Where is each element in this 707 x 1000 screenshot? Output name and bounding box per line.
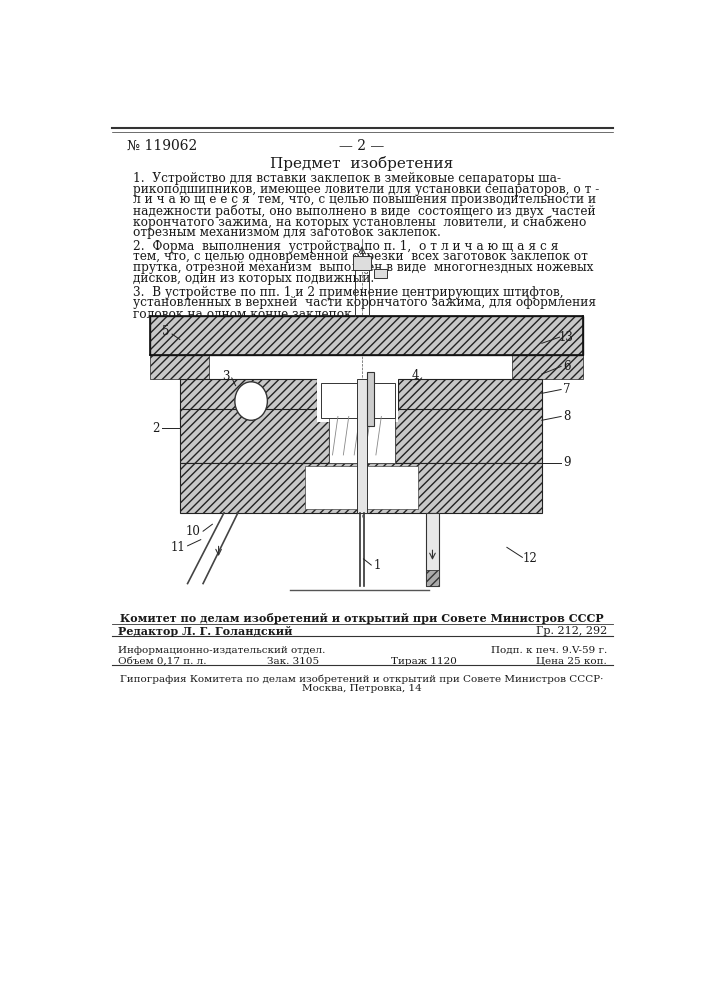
Text: 10: 10 <box>185 525 201 538</box>
Text: 1.  Устройство для вставки заклепок в змейковые сепараторы ша-: 1. Устройство для вставки заклепок в зме… <box>134 172 561 185</box>
Text: 9: 9 <box>563 456 571 469</box>
Text: 1: 1 <box>374 559 381 572</box>
Text: 12: 12 <box>522 552 537 565</box>
Bar <box>180 379 317 422</box>
Text: Москва, Петровка, 14: Москва, Петровка, 14 <box>302 684 422 693</box>
Text: л и ч а ю щ е е с я  тем, что, с целью повышения производительности и: л и ч а ю щ е е с я тем, что, с целью по… <box>134 193 597 206</box>
Text: надежности работы, оно выполнено в виде  состоящего из двух  частей: надежности работы, оно выполнено в виде … <box>134 204 596 218</box>
Text: 3.  В устройстве по пп. 1 и 2 применение центрирующих штифтов,: 3. В устройстве по пп. 1 и 2 применение … <box>134 286 564 299</box>
Text: 2.  Форма  выполнения  устройства по п. 1,  о т л и ч а ю щ а я с я: 2. Форма выполнения устройства по п. 1, … <box>134 240 559 253</box>
Bar <box>395 409 542 463</box>
Bar <box>180 409 329 463</box>
Text: Предмет  изобретения: Предмет изобретения <box>270 156 454 171</box>
Bar <box>426 570 440 586</box>
Text: 6: 6 <box>563 360 571 373</box>
Text: 5: 5 <box>162 325 170 338</box>
Text: Подп. к печ. 9.V-59 г.: Подп. к печ. 9.V-59 г. <box>491 646 607 655</box>
Text: 11: 11 <box>170 541 185 554</box>
Bar <box>426 513 440 586</box>
Ellipse shape <box>235 382 267 420</box>
Text: Цена 25 коп.: Цена 25 коп. <box>536 657 607 666</box>
Text: прутка, отрезной механизм  выполнен в виде  многогнездных ножевых: прутка, отрезной механизм выполнен в вид… <box>134 261 594 274</box>
Bar <box>367 372 374 426</box>
Text: Редактор Л. Г. Голандский: Редактор Л. Г. Голандский <box>118 626 292 637</box>
Text: 13: 13 <box>559 331 574 344</box>
Text: Объем 0,17 п. л.: Объем 0,17 п. л. <box>118 657 206 666</box>
Text: установленных в верхней  части корончатого зажима, для оформления: установленных в верхней части корончатог… <box>134 296 597 309</box>
Text: Зак. 3105: Зак. 3105 <box>267 657 319 666</box>
Text: — 2 —: — 2 — <box>339 139 385 153</box>
Text: рикоподшипников, имеющее ловители для установки сепараторов, о т -: рикоподшипников, имеющее ловители для ус… <box>134 183 600 196</box>
Bar <box>513 355 583 379</box>
Text: тем, что, с целью одновременной отрезки  всех заготовок заклепок от: тем, что, с целью одновременной отрезки … <box>134 250 588 263</box>
Bar <box>180 463 542 513</box>
Bar <box>305 466 418 509</box>
Text: Комитет по делам изобретений и открытий при Совете Министров СССР: Комитет по делам изобретений и открытий … <box>120 613 604 624</box>
Text: Информационно-издательский отдел.: Информационно-издательский отдел. <box>118 646 325 655</box>
Text: дисков, один из которых подвижный.: дисков, один из которых подвижный. <box>134 272 375 285</box>
Bar <box>329 409 395 463</box>
Text: 4: 4 <box>411 369 419 382</box>
Text: Тираж 1120: Тираж 1120 <box>391 657 457 666</box>
Text: головок на одном конце заклепок.: головок на одном конце заклепок. <box>134 307 356 320</box>
Text: Гипография Комитета по делам изобретений и открытий при Совете Министров СССР·: Гипография Комитета по делам изобретений… <box>120 674 604 684</box>
Bar <box>317 379 398 422</box>
Text: 3: 3 <box>223 370 230 383</box>
Bar <box>353 256 371 270</box>
Bar <box>374 269 387 278</box>
Text: 2: 2 <box>152 422 160 434</box>
Bar <box>357 379 367 513</box>
Text: № 119062: № 119062 <box>127 139 197 153</box>
Text: отрезным механизмом для заготовок заклепок.: отрезным механизмом для заготовок заклеп… <box>134 226 441 239</box>
Text: корончатого зажима, на которых установлены  ловители, и снабжено: корончатого зажима, на которых установле… <box>134 215 587 229</box>
Text: Гр. 212, 292: Гр. 212, 292 <box>536 626 607 636</box>
Text: 7: 7 <box>563 383 571 396</box>
Bar <box>151 355 209 379</box>
Bar <box>321 383 395 418</box>
Bar <box>151 316 583 355</box>
Text: 8: 8 <box>563 410 571 423</box>
Bar <box>398 379 542 422</box>
